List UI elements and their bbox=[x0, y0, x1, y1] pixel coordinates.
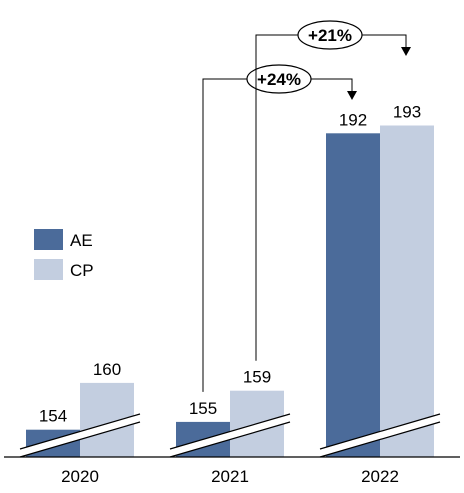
arrowhead-icon bbox=[347, 91, 357, 100]
x-tick-label-2021: 2021 bbox=[211, 467, 249, 486]
axis-break-line-upper-2021 bbox=[169, 413, 291, 450]
growth-label-2: +21% bbox=[308, 26, 352, 45]
axis-break-line-lower-2021 bbox=[169, 421, 291, 458]
legend-label-ae: AE bbox=[70, 231, 93, 250]
axis-break-line-lower-2020 bbox=[19, 421, 141, 458]
legend-label-cp: CP bbox=[70, 261, 94, 280]
growth-bubble-1 bbox=[246, 64, 312, 94]
axis-break-line-upper-2022 bbox=[319, 413, 441, 450]
bar-cp-2022 bbox=[380, 125, 434, 457]
data-label-ae-2020: 154 bbox=[39, 407, 67, 426]
data-label-ae-2022: 192 bbox=[339, 110, 367, 129]
growth-bubble-2 bbox=[297, 20, 363, 50]
axis-break-2021 bbox=[170, 414, 290, 457]
bar-ae-2022 bbox=[326, 133, 380, 458]
arrowhead-icon bbox=[401, 47, 411, 56]
axis-break-2022 bbox=[320, 414, 440, 457]
data-label-ae-2021: 155 bbox=[189, 399, 217, 418]
growth-label-1: +24% bbox=[257, 70, 301, 89]
axis-break-2020 bbox=[20, 414, 140, 457]
legend-swatch-cp bbox=[34, 259, 63, 280]
x-tick-label-2020: 2020 bbox=[61, 467, 99, 486]
x-tick-label-2022: 2022 bbox=[361, 467, 399, 486]
data-label-cp-2020: 160 bbox=[93, 360, 121, 379]
data-label-cp-2022: 193 bbox=[393, 103, 421, 122]
data-label-cp-2021: 159 bbox=[243, 368, 271, 387]
legend-swatch-ae bbox=[34, 229, 63, 250]
axis-break-line-upper-2020 bbox=[19, 413, 141, 450]
axis-break-line-lower-2022 bbox=[319, 421, 441, 458]
